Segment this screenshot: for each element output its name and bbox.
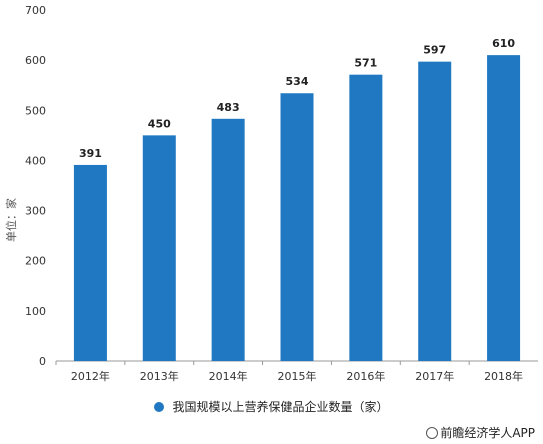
credit-text: 前瞻经济学人APP xyxy=(440,426,535,440)
data-label: 597 xyxy=(423,44,446,57)
bar xyxy=(418,61,452,361)
y-tick-label: 0 xyxy=(39,355,46,368)
bars-group: 391 450 483 534 571 597 610 xyxy=(73,37,521,361)
x-tick-label: 2013年 xyxy=(140,369,179,383)
x-tick-label: 2018年 xyxy=(484,369,523,383)
bar xyxy=(73,164,107,361)
bar xyxy=(280,93,314,361)
x-tick-label: 2016年 xyxy=(346,369,385,383)
data-label: 450 xyxy=(148,117,171,130)
y-tick-label: 400 xyxy=(25,154,46,167)
y-tick-label: 700 xyxy=(25,4,46,17)
data-label: 571 xyxy=(354,57,377,70)
data-label: 391 xyxy=(79,147,102,160)
bar xyxy=(487,55,521,361)
data-label: 483 xyxy=(217,101,240,114)
source-credit: 前瞻经济学人APP xyxy=(426,424,535,441)
y-tick-label: 600 xyxy=(25,54,46,67)
data-label: 610 xyxy=(492,37,515,50)
bar xyxy=(142,135,176,361)
x-tick-label: 2017年 xyxy=(415,369,454,383)
y-axis: 0 100 200 300 400 500 600 700 xyxy=(25,4,46,368)
y-tick-label: 300 xyxy=(25,205,46,218)
bar xyxy=(349,74,383,361)
y-tick-label: 100 xyxy=(25,305,46,318)
legend: 我国规模以上营养保健品企业数量（家） xyxy=(0,398,543,415)
y-tick-label: 200 xyxy=(25,255,46,268)
x-tick-label: 2014年 xyxy=(209,369,248,383)
x-axis: 2012年 2013年 2014年 2015年 2016年 2017年 2018年 xyxy=(55,361,523,383)
x-tick-label: 2015年 xyxy=(278,369,317,383)
x-tick-label: 2012年 xyxy=(71,369,110,383)
y-tick-label: 500 xyxy=(25,104,46,117)
y-axis-label: 单位：家 xyxy=(4,198,18,242)
data-label: 534 xyxy=(286,75,309,88)
legend-marker xyxy=(154,402,165,412)
bar xyxy=(211,118,245,361)
legend-label: 我国规模以上营养保健品企业数量（家） xyxy=(172,400,389,414)
magnifier-icon xyxy=(426,427,439,439)
